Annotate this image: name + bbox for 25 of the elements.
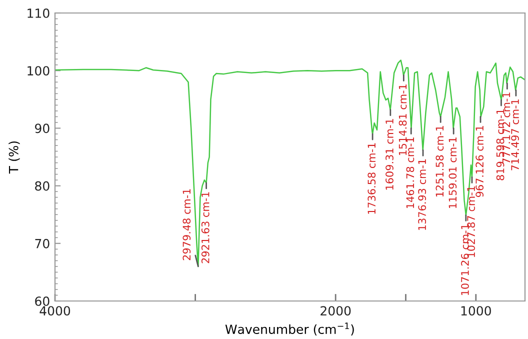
y-tick-label: 70 [35,238,50,248]
annotation: 777.172 cm-1 [502,92,510,164]
y-tick-label: 100 [28,66,50,76]
annotation: 1514.81 cm-1 [398,84,407,156]
annotation: 2979.48 cm-1 [182,189,191,260]
annotation: 1609.31 cm-1 [386,119,394,190]
annotation: 714.497 cm-1 [511,99,519,170]
annotation: 819.598 cm-1 [496,109,504,180]
annotation: 1159.01 cm-1 [448,137,457,208]
y-axis-title: T (%) [8,141,20,174]
x-tick-label: 2000 [320,306,351,316]
annotation: 2921.63 cm-1 [201,192,210,264]
y-tick-label: 80 [35,181,50,191]
annotation: 1376.93 cm-1 [418,159,426,230]
y-tick-label: 110 [28,8,50,18]
annotation: 1251.58 cm-1 [436,126,444,197]
annotation: 1736.58 cm-1 [368,143,376,214]
x-tick-label: 1000 [461,306,491,316]
y-tick-label: 60 [35,296,50,306]
y-tick-label: 90 [35,124,50,134]
annotation: 1027.87 cm-1 [467,186,476,257]
annotation: 1461.78 cm-1 [406,137,414,208]
x-axis-title: Wavenumber (cm$^{−1}$) [225,322,354,336]
x-tick-label: 4000 [40,306,70,316]
annotation: 967.126 cm-1 [476,126,484,198]
